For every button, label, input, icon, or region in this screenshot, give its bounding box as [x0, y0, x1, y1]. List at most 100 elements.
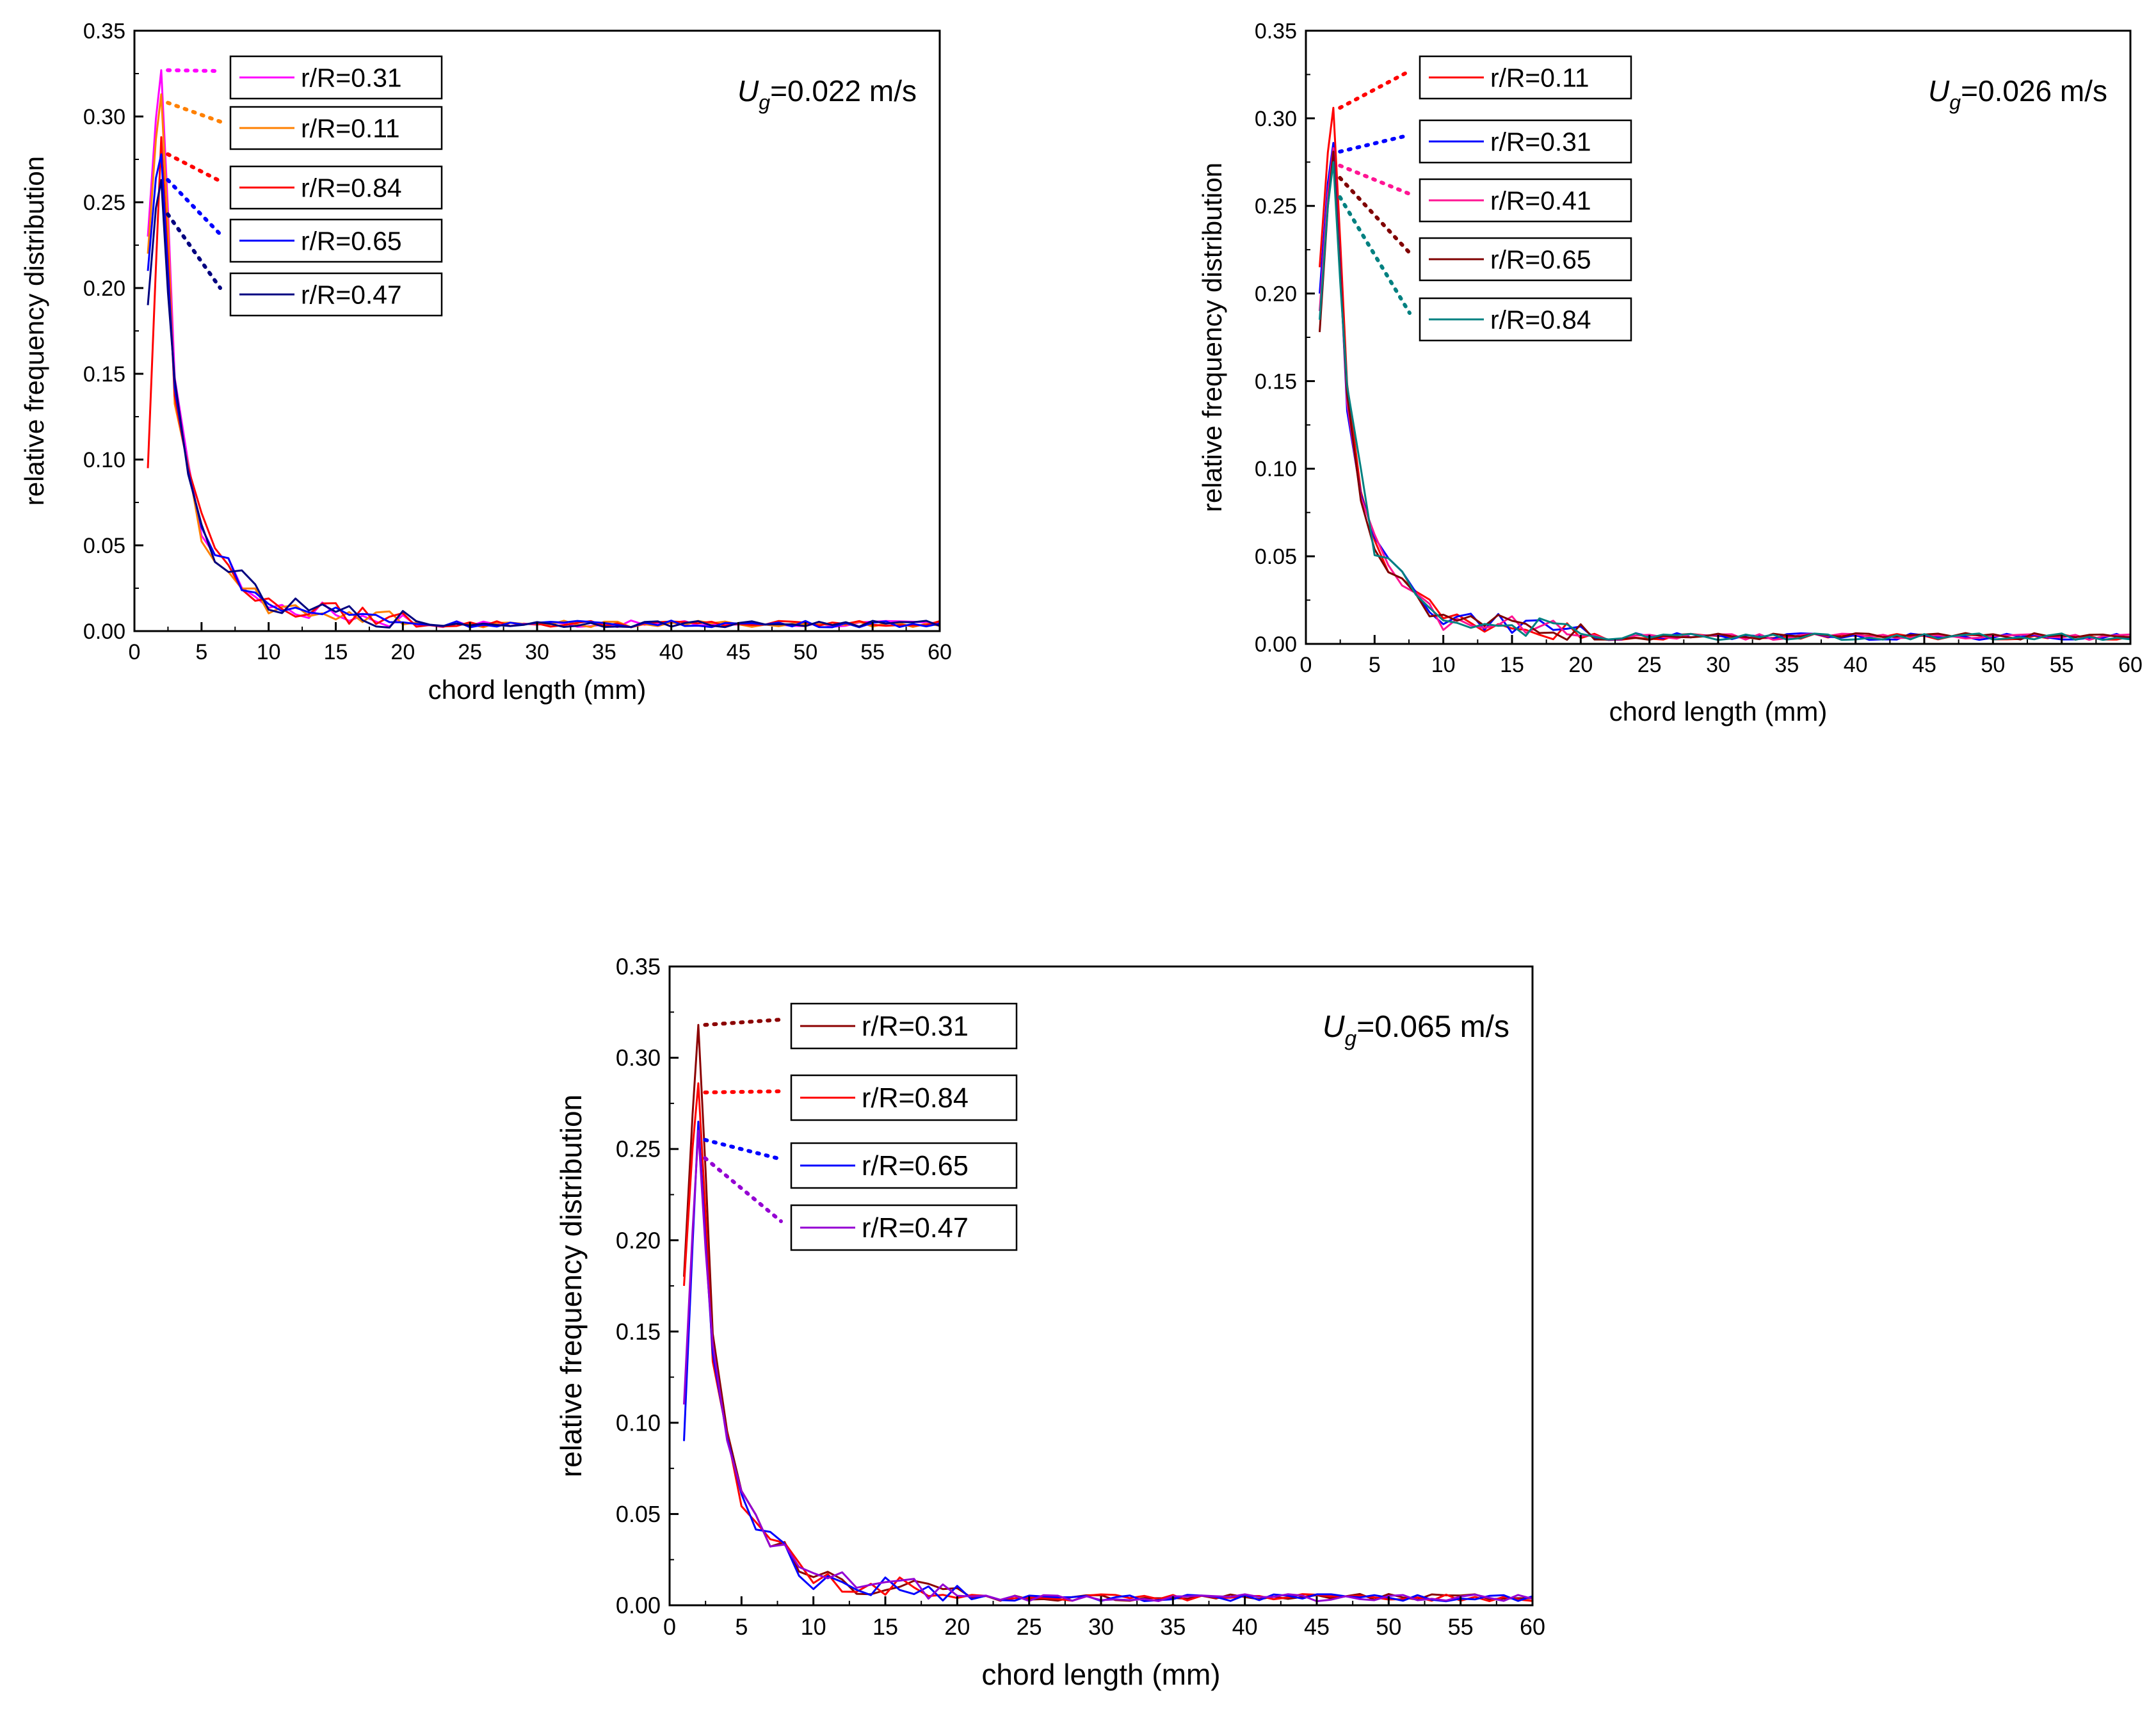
annotation-subscript: g: [1345, 1027, 1357, 1050]
legend-item: r/R=0.11: [1338, 55, 1632, 110]
x-tick-label: 45: [727, 640, 751, 664]
x-axis-title: chord length (mm): [1609, 696, 1828, 726]
series-line-r-r-0-65: [683, 1120, 1533, 1603]
legend-leader: [1338, 69, 1412, 110]
annotation-value: =0.065 m/s: [1356, 1010, 1509, 1044]
legend-leader: [703, 1156, 783, 1223]
y-tick-label: 0.30: [616, 1045, 661, 1071]
legend-leader: [166, 152, 222, 183]
x-tick-label: 40: [659, 640, 684, 664]
legend-item: r/R=0.84: [1338, 195, 1632, 342]
legend-leader: [703, 1137, 783, 1161]
legend-label: r/R=0.31: [862, 1011, 969, 1042]
legend-leader: [166, 212, 222, 290]
x-tick-label: 25: [458, 640, 482, 664]
y-tick-label: 0.20: [616, 1227, 661, 1253]
x-tick-label: 35: [1774, 653, 1799, 677]
legend-item: r/R=0.47: [166, 212, 443, 317]
legend-label: r/R=0.65: [862, 1151, 969, 1182]
x-tick-label: 60: [2118, 653, 2143, 677]
x-tick-label: 25: [1017, 1614, 1042, 1640]
series-line-r-r-0-31: [147, 69, 940, 629]
legend-item: r/R=0.65: [166, 178, 443, 263]
annotation-symbol: U: [1928, 74, 1950, 108]
x-tick-label: 45: [1912, 653, 1936, 677]
legend-leader: [1338, 163, 1412, 196]
series-group: [147, 69, 940, 629]
y-tick-label: 0.15: [1255, 369, 1297, 394]
x-tick-label: 20: [390, 640, 415, 664]
legend-label: r/R=0.31: [1490, 127, 1591, 156]
legend-label: r/R=0.47: [301, 280, 402, 309]
y-tick-label: 0.05: [616, 1501, 661, 1527]
legend-item: r/R=0.65: [703, 1137, 1018, 1189]
legend-leader: [1338, 175, 1412, 255]
y-tick-label: 0.05: [83, 534, 125, 558]
y-tick-label: 0.35: [83, 19, 125, 44]
y-tick-label: 0.00: [616, 1592, 661, 1619]
series-line-r-r-0-84: [683, 1082, 1533, 1603]
legend-item: r/R=0.84: [166, 152, 443, 210]
y-tick-label: 0.00: [83, 620, 125, 644]
x-axis-title: chord length (mm): [428, 675, 647, 705]
annotation-symbol: U: [737, 74, 759, 108]
y-tick-label: 0.35: [616, 954, 661, 980]
y-tick-label: 0.10: [83, 448, 125, 472]
x-tick-label: 55: [1448, 1614, 1474, 1640]
legend-leader: [166, 100, 222, 124]
y-tick-label: 0.15: [616, 1319, 661, 1345]
x-tick-label: 40: [1232, 1614, 1258, 1640]
x-tick-label: 0: [129, 640, 141, 664]
legend-label: r/R=0.65: [1490, 245, 1591, 274]
y-axis-title: relative frequency distribution: [1197, 163, 1227, 512]
legend-leader: [1338, 195, 1412, 315]
y-axis-title: relative frequency distribution: [554, 1095, 588, 1477]
chart-panel-2: 0 5 10 15 20 25 30 35 40 45 50 55 60 0.00 0.05 0.10 0.15…: [1197, 19, 2143, 726]
x-tick-label: 15: [873, 1614, 898, 1640]
x-tick-label: 30: [1706, 653, 1730, 677]
x-tick-label: 35: [1160, 1614, 1186, 1640]
x-tick-label: 10: [257, 640, 281, 664]
x-tick-label: 5: [195, 640, 207, 664]
x-tick-label: 0: [663, 1614, 676, 1640]
legend-item: r/R=0.47: [703, 1156, 1018, 1251]
legend-label: r/R=0.84: [1490, 305, 1591, 334]
series-group: [683, 1023, 1533, 1603]
y-tick-label: 0.25: [83, 191, 125, 215]
legend-item: r/R=0.84: [703, 1074, 1018, 1121]
y-tick-label: 0.30: [1255, 107, 1297, 131]
x-tick-label: 40: [1844, 653, 1868, 677]
legend-label: r/R=0.41: [1490, 186, 1591, 215]
legend-item: r/R=0.31: [1338, 119, 1632, 164]
legend-item: r/R=0.31: [166, 55, 443, 100]
y-axis-title: relative frequency distribution: [19, 156, 49, 506]
series-group: [1319, 106, 2131, 641]
y-tick-label: 0.20: [1255, 282, 1297, 306]
x-tick-label: 25: [1637, 653, 1662, 677]
legend-label: r/R=0.11: [301, 113, 400, 143]
annotation-symbol: U: [1323, 1010, 1345, 1044]
legend-leader: [703, 1089, 783, 1095]
x-tick-label: 55: [2050, 653, 2074, 677]
annotation-subscript: g: [1949, 91, 1961, 114]
series-line-r-r-0-65: [1319, 150, 2131, 641]
x-tick-label: 10: [1431, 653, 1456, 677]
annotation-value: =0.022 m/s: [770, 74, 917, 108]
y-tick-label: 0.10: [616, 1409, 661, 1436]
y-tick-label: 0.00: [1255, 632, 1297, 657]
x-tick-label: 0: [1300, 653, 1312, 677]
y-tick-label: 0.25: [616, 1136, 661, 1162]
legend-item: r/R=0.31: [703, 1002, 1018, 1050]
y-tick-label: 0.35: [1255, 19, 1297, 44]
legend-leader: [166, 178, 222, 236]
velocity-annotation: Ug=0.022 m/s: [737, 74, 917, 114]
x-tick-label: 60: [928, 640, 952, 664]
annotation-subscript: g: [759, 91, 770, 114]
y-tick-label: 0.05: [1255, 545, 1297, 569]
x-tick-label: 10: [801, 1614, 826, 1640]
legend-label: r/R=0.31: [301, 63, 402, 92]
legend-item: r/R=0.41: [1338, 163, 1632, 223]
x-tick-label: 45: [1304, 1614, 1330, 1640]
velocity-annotation: Ug=0.065 m/s: [1323, 1010, 1509, 1050]
